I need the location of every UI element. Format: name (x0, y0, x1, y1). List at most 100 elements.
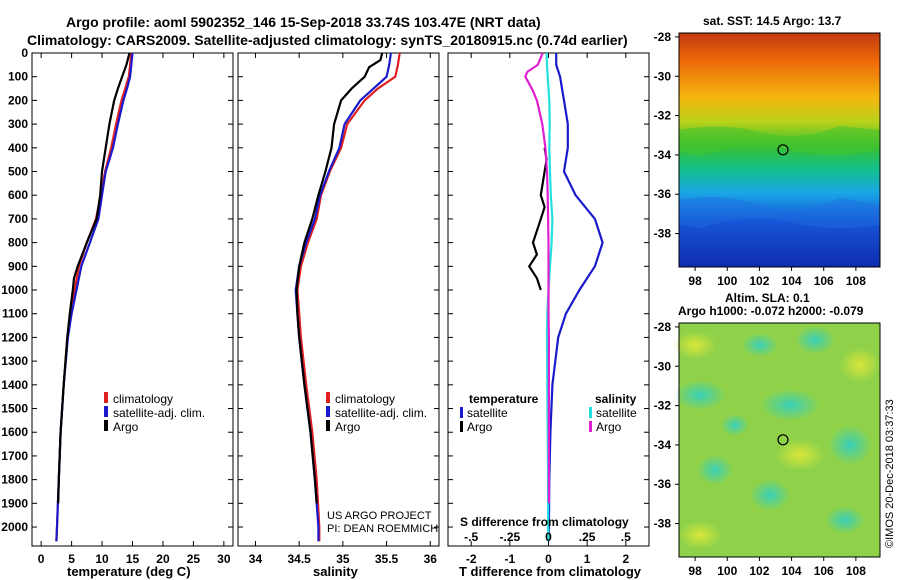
legend-swatch-climatology (104, 392, 108, 403)
temperature-series-satellite-adj-clim (55, 53, 134, 542)
difference-panel: -2 -1 0 1 2 S difference from climatology -.… (447, 52, 650, 579)
sst-map-lon-label-108: 108 (846, 274, 866, 288)
depth-tick-label-100: 100 (8, 70, 28, 84)
depth-tick-label-800: 800 (8, 236, 28, 250)
depth-tick-label-1700: 1700 (1, 449, 28, 463)
legend-label-argo: Argo (113, 420, 139, 434)
depth-axis: 0 100 200 300 400 500 600 700 800 900 1000 1100 1200… (1, 46, 28, 534)
depth-tick-label-1100: 1100 (2, 307, 28, 321)
legend-swatch-t-argo (460, 421, 463, 432)
temperature-series-argo (57, 53, 131, 504)
differences-x-tick-label-0: 0 (545, 552, 552, 566)
salinity-series-argo (295, 53, 384, 504)
salinity-x-label: salinity (313, 564, 359, 579)
salinity-x-tick-label-34-5: 34.5 (287, 552, 311, 566)
sst-map-frame (678, 32, 881, 268)
sla-map-lat-label-38: -38 (654, 517, 672, 531)
legend-swatch-satellite (326, 406, 330, 417)
sla-map-lon-label-104: 104 (782, 564, 802, 578)
sst-map-lat-label-30: -30 (654, 69, 672, 83)
depth-tick-label-1000: 1000 (1, 283, 28, 297)
s-difference-tick-label-0: 0 (545, 530, 552, 544)
salinity-x-tick-label-34: 34 (249, 552, 263, 566)
sst-map-lon-label-98: 98 (688, 274, 702, 288)
copyright-text: ©IMOS 20-Dec-2018 03:37:33 (884, 399, 896, 548)
temperature-series-climatology (55, 53, 133, 542)
salinity-x-tick-label-36: 36 (424, 552, 438, 566)
depth-tick-label-1500: 1500 (1, 402, 28, 416)
legend-label-s-argo: Argo (596, 420, 622, 434)
temperature-x-tick-label-0: 0 (38, 552, 45, 566)
sst-map-lon-label-102: 102 (749, 274, 769, 288)
legend-label-t-satellite: satellite (467, 406, 508, 420)
depth-tick-label-300: 300 (8, 117, 28, 131)
sst-map-lon-label-104: 104 (782, 274, 802, 288)
differences-x-tick-label-2: -2 (466, 552, 477, 566)
differences-series-temperature-argo (528, 147, 548, 291)
differences-x-tick-label-2: 2 (622, 552, 629, 566)
sst-map-lon-label-106: 106 (814, 274, 834, 288)
legend-swatch-argo (326, 420, 330, 431)
legend-label-t-argo: Argo (467, 420, 493, 434)
temperature-x-label: temperature (deg C) (67, 564, 191, 579)
depth-tick-label-2000: 2000 (1, 520, 28, 534)
depth-tick-label-600: 600 (8, 188, 28, 202)
sla-map-lat-label-30: -30 (654, 359, 672, 373)
temperature-legend: climatology satellite-adj. clim. Argo (104, 392, 205, 434)
s-difference-tick-label-0-25: -.25 (500, 530, 521, 544)
legend-title-temperature: temperature (469, 392, 539, 406)
temperature-x-tick-label-25: 25 (187, 552, 201, 566)
temperature-x-tick-label-10: 10 (95, 552, 109, 566)
sla-map-lon-label-108: 108 (846, 564, 866, 578)
temperature-panel: 0 5 10 15 20 25 30 temperature (deg C) climato… (31, 52, 234, 579)
sst-map-title: sat. SST: 14.5 Argo: 13.7 (703, 14, 842, 28)
depth-tick-label-1300: 1300 (1, 354, 28, 368)
temperature-x-tick-label-15: 15 (126, 552, 140, 566)
sla-map-lat-label-34: -34 (654, 438, 672, 452)
sst-green-band (679, 126, 880, 156)
differences-series-salinity-argo (524, 53, 551, 504)
temperature-x-tick-label-30: 30 (217, 552, 231, 566)
sst-argo-position-marker (777, 144, 789, 156)
sst-blue-band (679, 196, 880, 228)
salinity-plot-frame (237, 52, 440, 547)
sst-map-lat-label-34: -34 (654, 148, 672, 162)
depth-tick-label-1800: 1800 (1, 473, 28, 487)
salinity-legend: climatology satellite-adj. clim. Argo (326, 392, 427, 434)
legend-title-salinity: salinity (595, 392, 637, 406)
depth-tick-label-0: 0 (21, 46, 28, 60)
differences-x-tick-label-1: 1 (584, 552, 591, 566)
sla-map-lat-label-36: -36 (654, 477, 672, 491)
t-difference-label: T difference from climatology (459, 564, 642, 579)
figure-title-line1: Argo profile: aoml 5902352_146 15-Sep-20… (66, 14, 541, 30)
s-difference-label: S difference from climatology (460, 515, 629, 529)
sla-map-title: Altim. SLA: 0.1 (725, 291, 810, 305)
depth-tick-label-1900: 1900 (1, 496, 28, 510)
depth-tick-label-1600: 1600 (1, 425, 28, 439)
sla-map-lon-label-98: 98 (688, 564, 702, 578)
differences-series-salinity-satellite (545, 53, 554, 542)
sla-map-panel: Altim. SLA: 0.1 Argo h1000: -0.072 h2000… (654, 291, 881, 578)
sla-map-lat-label-32: -32 (654, 399, 672, 413)
depth-tick-label-700: 700 (8, 212, 28, 226)
depth-tick-label-400: 400 (8, 141, 28, 155)
depth-tick-label-1200: 1200 (1, 330, 28, 344)
salinity-x-tick-label-35-5: 35.5 (375, 552, 399, 566)
differences-series-temperature-satellite (547, 53, 604, 542)
legend-label-climatology: climatology (335, 392, 395, 406)
legend-label-satellite: satellite-adj. clim. (335, 406, 427, 420)
sla-anomaly-spots (673, 326, 880, 549)
depth-tick-label-200: 200 (8, 93, 28, 107)
sst-map-lat-label-36: -36 (654, 187, 672, 201)
salinity-series-climatology (296, 53, 401, 542)
depth-tick-label-1400: 1400 (1, 378, 28, 392)
sla-map-lon-label-100: 100 (717, 564, 737, 578)
sst-map-lon-label-100: 100 (717, 274, 737, 288)
legend-swatch-t-satellite (460, 407, 463, 418)
legend-swatch-climatology (326, 392, 330, 403)
depth-tick-label-500: 500 (8, 165, 28, 179)
sst-map-lat-label-32: -32 (654, 109, 672, 123)
temperature-x-tick-label-20: 20 (156, 552, 170, 566)
project-annotation: US ARGO PROJECT (327, 510, 432, 522)
